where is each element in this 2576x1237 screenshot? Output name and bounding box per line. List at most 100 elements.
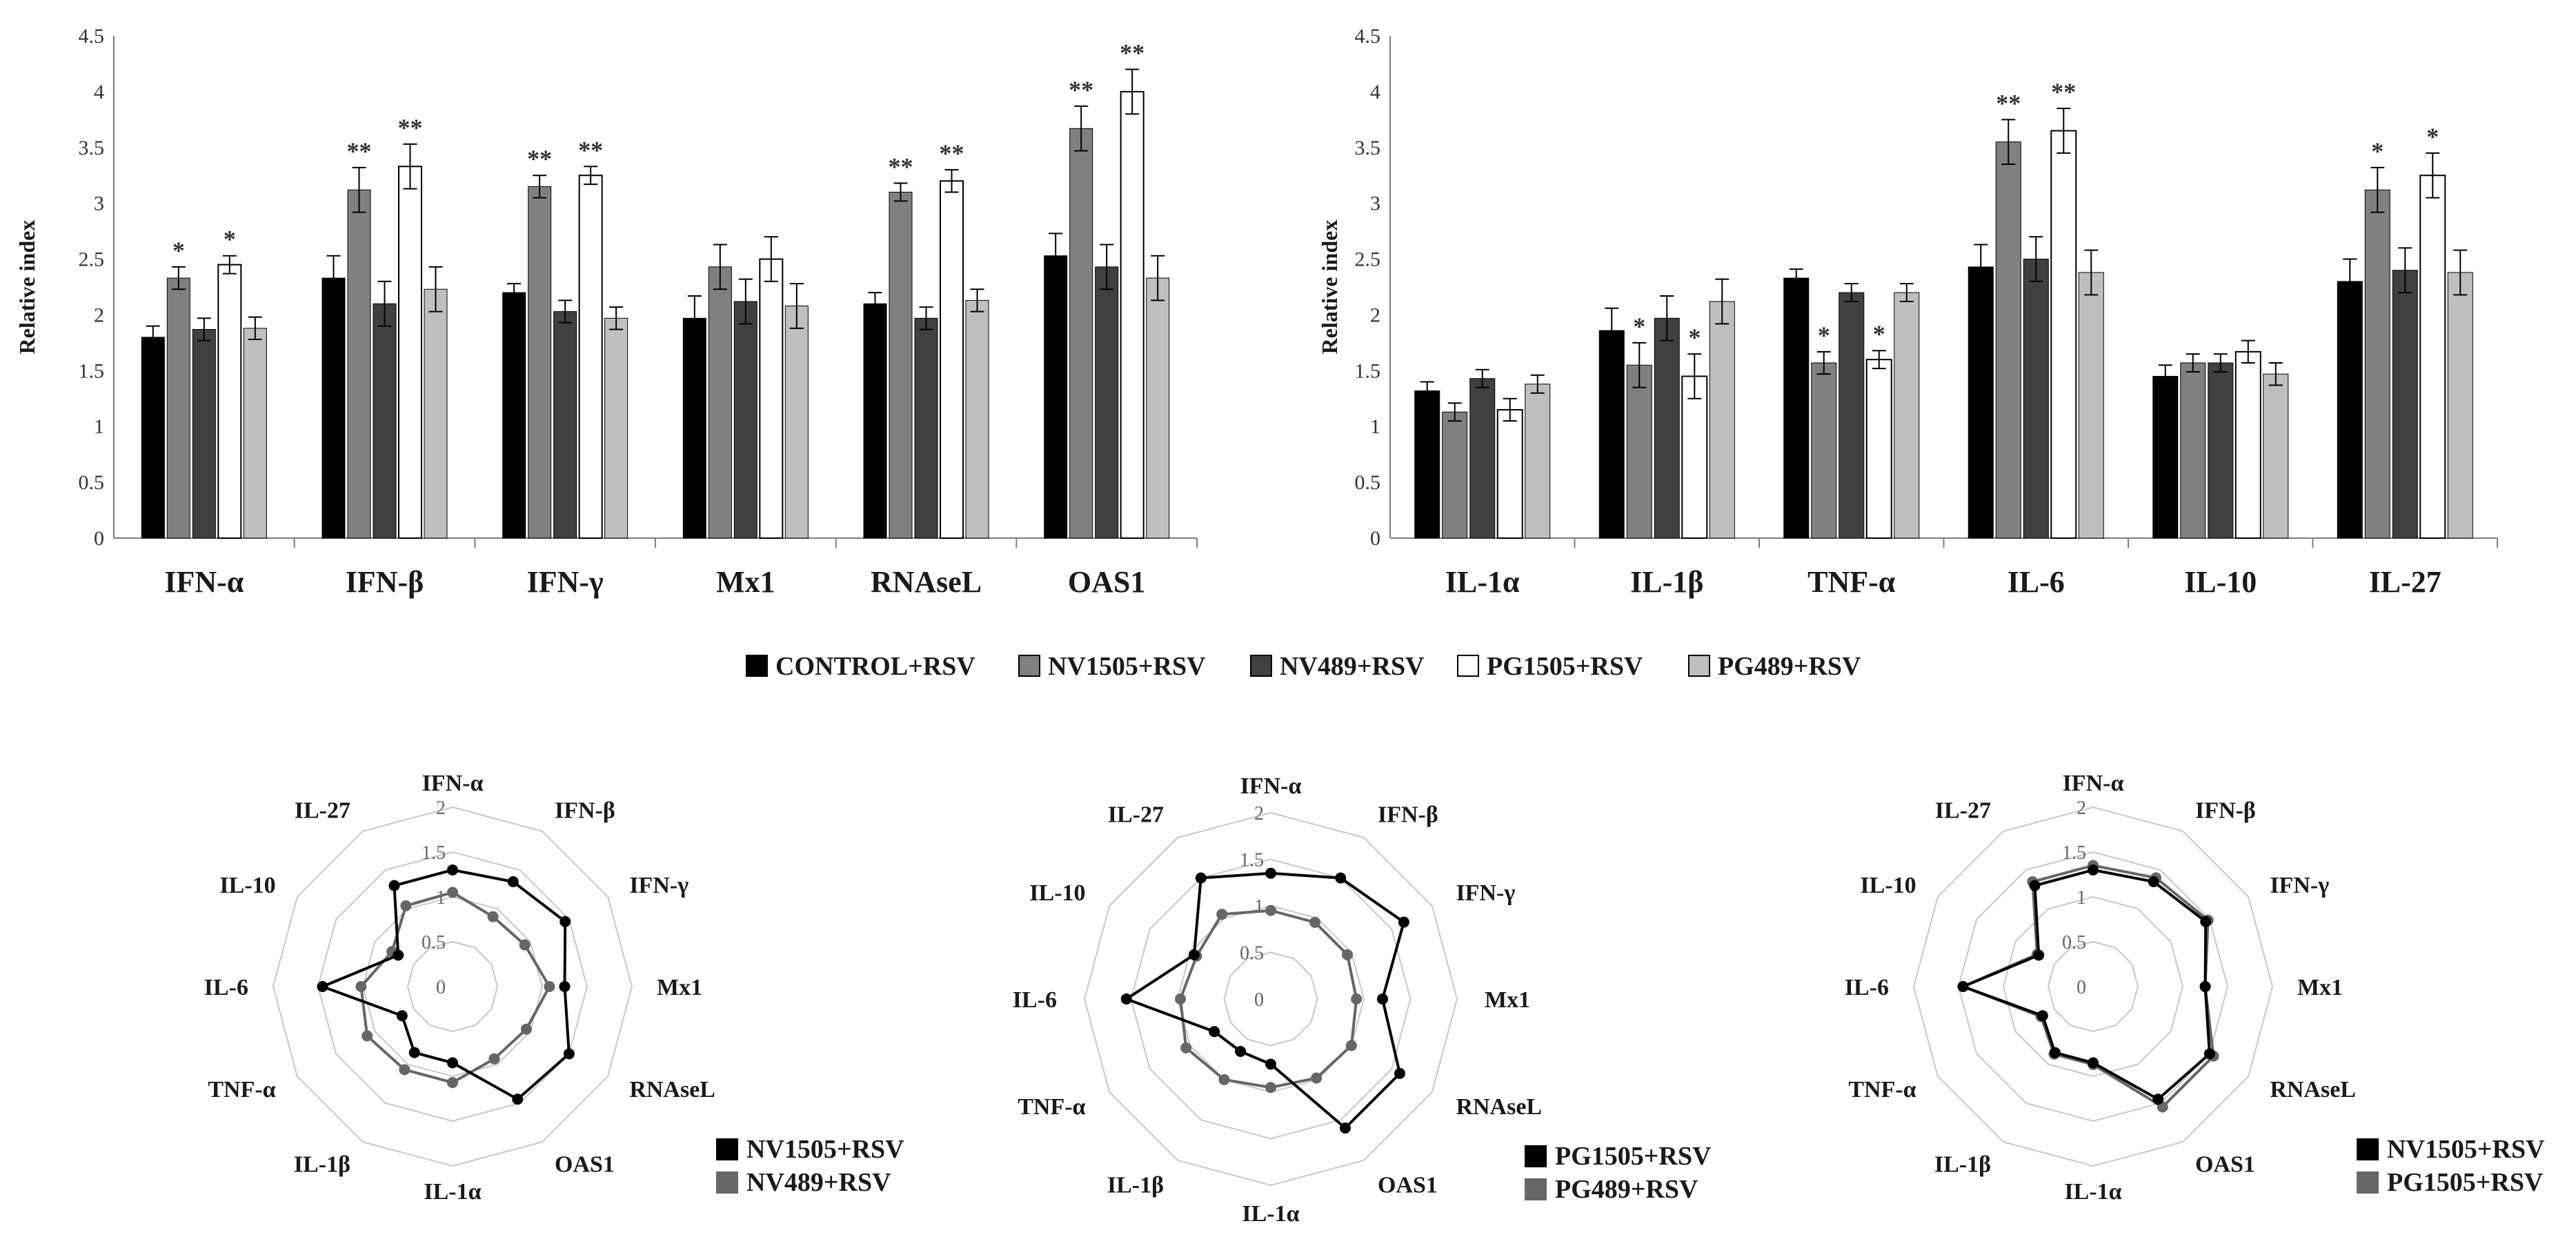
bar-tnf-alpha-control-rsv (1783, 277, 1810, 539)
significance-marker: ** (1996, 89, 2021, 117)
radar-grid-ring (272, 806, 633, 1167)
bar-il-27-nv489-rsv (2392, 270, 2418, 539)
bar-oas1-control-rsv (1044, 255, 1068, 539)
bar-il-1alpha-nv1505-rsv (1442, 411, 1468, 539)
radar-axis-label-il-10: IL-10 (1029, 880, 1085, 906)
significance-marker: ** (889, 153, 913, 181)
radar-point-nv1505-rsv-il-6 (317, 981, 328, 992)
x-tick-label-ifn-alpha: IFN-α (164, 565, 244, 599)
legend-label-nv489-rsv: NV489+RSV (1280, 652, 1425, 681)
radar-axis-label-rnasel: RNAseL (2270, 1077, 2356, 1102)
bar-il-6-pg489-rsv (2078, 272, 2104, 539)
x-tick-label-ifn-beta: IFN-β (346, 565, 424, 599)
radar-legend-label-nv489-rsv: NV489+RSV (746, 1168, 891, 1197)
radar-point-nv489-rsv-il-1alpha (447, 1077, 458, 1089)
legend-label-pg1505-rsv: PG1505+RSV (1487, 652, 1643, 681)
radar-point-pg1505-rsv-tnf-alpha (1209, 1026, 1220, 1038)
bar-oas1-nv489-rsv (1095, 266, 1119, 539)
radar-legend-swatch-pg1505-rsv (1525, 1145, 1547, 1167)
radar-point-nv1505-rsv-mx1 (559, 981, 571, 992)
legend-swatch-nv489-rsv (1250, 655, 1272, 677)
radar-point-pg1505-rsv-ifn-beta (1335, 872, 1347, 884)
y-tick-label: 3 (94, 192, 104, 215)
x-tick-label-il-10: IL-10 (2184, 565, 2257, 599)
radar-axis-label-oas1: OAS1 (1378, 1172, 1438, 1198)
significance-marker: * (224, 226, 236, 253)
radar-grid-ring (406, 940, 499, 1033)
bar-ifn-gamma-pg1505-rsv (578, 175, 603, 539)
bar-tnf-alpha-nv489-rsv (1839, 292, 1865, 539)
radar-point-nv1505-rsv-il-27 (388, 880, 400, 891)
radar-tick-label: 0.5 (2062, 932, 2086, 953)
bar-il-10-pg489-rsv (2263, 373, 2289, 539)
legend-swatch-nv1505-rsv (1018, 655, 1040, 677)
radar-tick-label: 0.5 (1240, 943, 1264, 964)
radar-point-pg489-rsv-il-6 (1175, 993, 1187, 1005)
bar-tnf-alpha-pg489-rsv (1894, 292, 1920, 539)
radar-point-nv1505-rsv-oas1 (512, 1093, 524, 1105)
radar-tick-label: 1.5 (422, 842, 446, 864)
x-tick-label-tnf-alpha: TNF-α (1807, 565, 1896, 599)
bar-il-1beta-nv489-rsv (1654, 317, 1680, 539)
radar-point-nv489-rsv-oas1 (488, 1053, 500, 1065)
bar-il-10-nv1505-rsv (2180, 362, 2206, 539)
radar-point-pg489-rsv-il-1beta (1218, 1073, 1230, 1085)
radar-axis-label-ifn-gamma: IFN-γ (629, 873, 688, 898)
significance-marker: * (1688, 324, 1701, 351)
y-tick-label: 1.5 (1355, 359, 1381, 382)
radar-point-nv1505-rsv-ifn-alpha (2088, 864, 2099, 875)
x-tick-label-oas1: OAS1 (1068, 565, 1145, 599)
radar-point-nv489-rsv-ifn-beta (487, 911, 499, 922)
y-tick-label: 3.5 (79, 137, 105, 159)
radar-tick-label: 1 (436, 887, 446, 909)
bar-il-1beta-control-rsv (1598, 330, 1625, 539)
radar-axis-label-rnasel: RNAseL (1456, 1094, 1542, 1120)
bar-mx1-nv1505-rsv (708, 266, 732, 539)
y-tick-label: 4 (94, 81, 104, 103)
bar-rnasel-control-rsv (863, 303, 887, 539)
significance-marker: * (2371, 137, 2384, 165)
radar-tick-label: 1 (1254, 896, 1264, 918)
bar-ifn-alpha-control-rsv (141, 337, 165, 539)
bar-ifn-alpha-pg489-rsv (243, 328, 267, 539)
radar-grid-ring (1223, 951, 1318, 1047)
y-tick-label: 4.5 (79, 25, 105, 48)
y-tick-label: 1 (94, 415, 104, 438)
bar-il-1alpha-nv489-rsv (1469, 378, 1496, 539)
x-tick-label-il-1alpha: IL-1α (1445, 565, 1520, 599)
radar-axis-label-il-1beta: IL-1β (1934, 1151, 1991, 1177)
radar-axis-label-ifn-alpha: IFN-α (422, 771, 484, 796)
x-tick-label-il-6: IL-6 (2008, 565, 2065, 599)
radar-axis-label-il-27: IL-27 (1935, 798, 1991, 824)
radar-legend-label-pg1505-rsv: PG1505+RSV (1555, 1142, 1712, 1171)
bar-chart-interleukins: 0 0.5 1 1.5 2 2.5 3 3.5 4 4.5 Relative index IL-1α I… (1317, 25, 2498, 599)
bar-il-6-control-rsv (1968, 266, 1994, 539)
y-tick-label: 0 (94, 527, 104, 550)
radar-point-pg489-rsv-ifn-beta (1309, 916, 1321, 928)
y-tick-label: 2 (1370, 304, 1380, 326)
radar-point-nv1505-rsv-mx1 (2199, 981, 2211, 992)
bar-legend: CONTROL+RSV NV1505+RSV NV489+RSV PG1505+RSV… (746, 652, 1861, 681)
radar-legend-swatch-pg489-rsv (1525, 1178, 1547, 1200)
x-tick-label-il-27: IL-27 (2369, 565, 2441, 599)
radar-axis-label-mx1: Mx1 (1485, 987, 1530, 1013)
radar-point-nv1505-rsv-rnasel (563, 1048, 575, 1060)
radar-point-pg1505-rsv-il-1alpha (1265, 1058, 1276, 1070)
radar-legend-label-nv1505-rsv: NV1505+RSV (2387, 1135, 2545, 1164)
significance-marker: ** (527, 145, 552, 172)
bar-oas1-nv1505-rsv (1069, 128, 1093, 539)
significance-marker: * (172, 237, 185, 264)
significance-marker: ** (398, 114, 423, 141)
radar-point-pg1505-rsv-oas1 (1340, 1122, 1351, 1134)
radar-axis-label-ifn-beta: IFN-β (555, 798, 615, 824)
bar-il-6-pg1505-rsv (2050, 130, 2077, 539)
bar-ifn-beta-control-rsv (321, 277, 346, 539)
radar-point-pg1505-rsv-rnasel (1394, 1068, 1406, 1079)
x-tick-label-il-1beta: IL-1β (1630, 565, 1703, 599)
radar-point-nv1505-rsv-il-27 (2029, 880, 2041, 891)
radar-legend-swatch-nv489-rsv (716, 1171, 738, 1194)
radar-point-nv1505-rsv-ifn-alpha (447, 864, 458, 875)
y-tick-label: 2.5 (79, 248, 105, 271)
y-tick-label: 0.5 (79, 471, 105, 494)
bar-tnf-alpha-pg1505-rsv (1865, 359, 1892, 540)
